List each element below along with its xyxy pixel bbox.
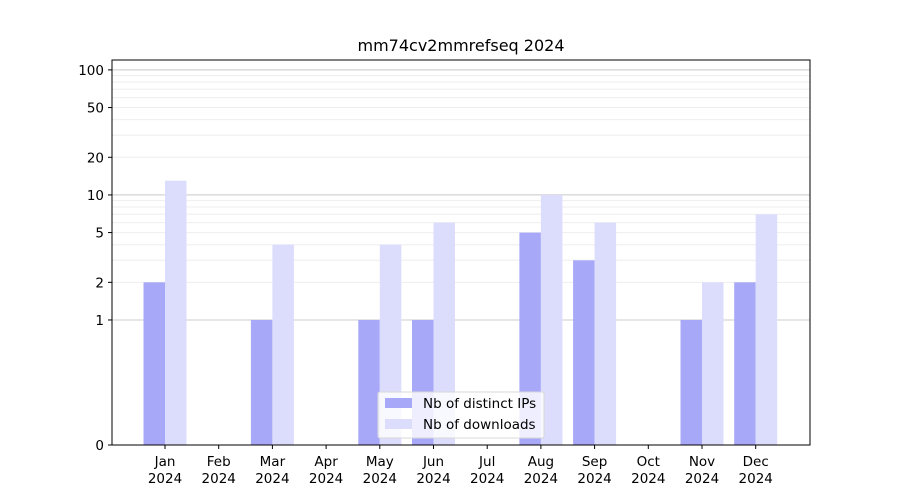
x-tick-label-year: 2024: [685, 471, 719, 487]
x-tick-label-year: 2024: [470, 471, 504, 487]
y-tick-label: 20: [87, 150, 104, 166]
bar: [734, 282, 756, 445]
y-tick-label: 0: [95, 438, 104, 454]
x-tick-label-year: 2024: [524, 471, 558, 487]
chart-title: mm74cv2mmrefseq 2024: [358, 36, 565, 55]
x-tick-label-month: May: [366, 454, 394, 470]
x-tick-label-year: 2024: [202, 471, 236, 487]
x-tick-label-month: Aug: [528, 454, 554, 470]
bar: [165, 180, 187, 445]
y-tick-label: 5: [95, 226, 104, 242]
plot-frame: [111, 59, 811, 446]
x-tick-label-month: Sep: [582, 454, 607, 470]
legend-swatch-downloads: [385, 419, 412, 429]
y-tick-label: 1: [95, 313, 104, 329]
bar: [143, 282, 165, 445]
y-tick-label: 100: [78, 63, 104, 79]
x-axis: Jan2024Feb2024Mar2024Apr2024May2024Jun20…: [148, 445, 773, 487]
x-tick-label-month: Jan: [154, 454, 176, 470]
x-tick-label-month: Mar: [260, 454, 286, 470]
x-tick-label-year: 2024: [363, 471, 397, 487]
y-tick-label: 2: [95, 275, 104, 291]
x-tick-label-year: 2024: [739, 471, 773, 487]
legend: Nb of distinct IPs Nb of downloads: [377, 391, 545, 439]
bar: [433, 222, 455, 445]
legend-label-downloads: Nb of downloads: [423, 417, 536, 433]
x-tick-label-month: Jun: [422, 454, 444, 470]
bar: [540, 194, 563, 445]
y-tick-label: 10: [87, 188, 104, 204]
x-tick-label-year: 2024: [631, 471, 665, 487]
x-tick-label-month: Feb: [207, 454, 231, 470]
legend-box: [377, 391, 545, 439]
bar: [702, 282, 724, 445]
x-tick-label-year: 2024: [309, 471, 343, 487]
bar: [573, 260, 595, 445]
y-axis: 0 1 2 5 10 20 50 100: [78, 63, 112, 454]
x-tick-label-year: 2024: [255, 471, 289, 487]
bar: [680, 319, 702, 445]
x-tick-label-month: Jul: [478, 454, 495, 470]
x-tick-label-month: Oct: [637, 454, 660, 470]
x-tick-label-month: Nov: [689, 454, 715, 470]
x-tick-label-year: 2024: [577, 471, 611, 487]
bar: [250, 319, 273, 445]
bar: [594, 222, 617, 445]
x-tick-label-year: 2024: [148, 471, 182, 487]
bar: [755, 214, 778, 445]
y-tick-label: 50: [87, 101, 104, 117]
legend-label-distinct-ips: Nb of distinct IPs: [423, 396, 536, 412]
legend-swatch-distinct-ips: [385, 398, 412, 408]
bar: [272, 244, 294, 445]
x-tick-label-month: Apr: [314, 454, 338, 470]
bar: [358, 319, 380, 445]
x-tick-label-year: 2024: [416, 471, 450, 487]
x-tick-label-month: Dec: [743, 454, 769, 470]
